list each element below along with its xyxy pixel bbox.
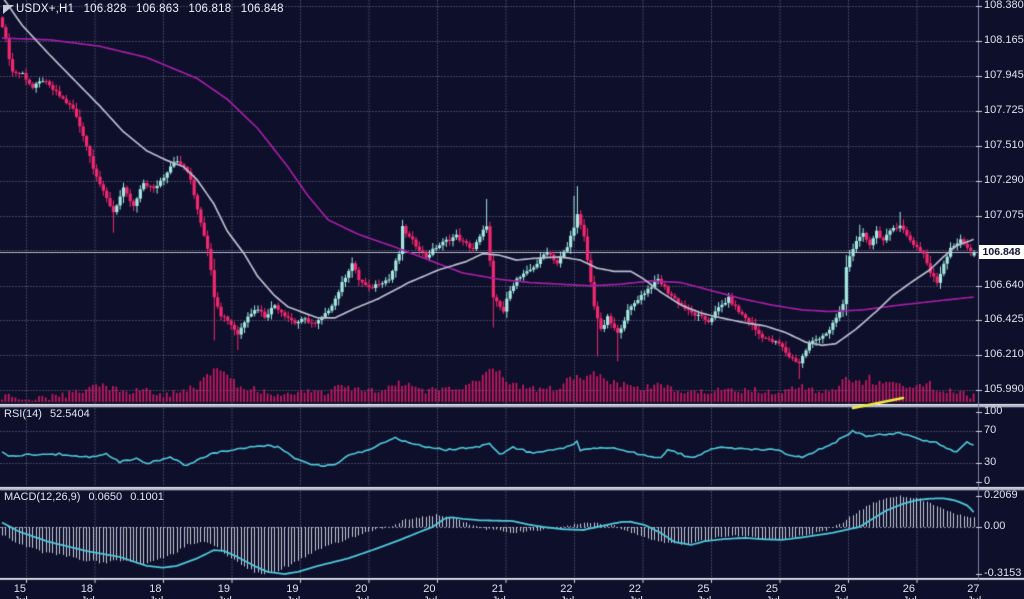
macd-main-value: 0.0650 [88,491,123,503]
price-tick-label: 107.290 [984,174,1024,186]
price-tick-label: 106.210 [984,348,1024,360]
rsi-indicator-label: RSI(14) 52.5404 [4,408,95,420]
macd-indicator-label: MACD(12,26,9) 0.0650 0.1001 [4,491,169,503]
price-tick-label: 107.510 [984,139,1024,151]
time-tick-label: 22 Jul 05:00 [560,583,574,599]
time-tick-label: 20 Jul 11:00 [355,583,369,599]
rsi-name: RSI(14) [4,408,42,420]
price-tick-label: 106.425 [984,313,1024,325]
rsi-tick-label: 30 [984,456,997,468]
time-tick-label: 19 Jul 20:00 [286,583,300,599]
time-tick-label: 15 Jul 2022 [13,583,28,599]
price-tick-label: 108.380 [984,0,1024,11]
ohlc-low-value: 106.818 [188,3,232,15]
current-price-badge: 106.848 [979,245,1024,259]
macd-tick-label: 0.00 [984,520,1006,532]
ohlc-open-value: 106.828 [83,3,127,15]
price-tick-label: 105.990 [984,383,1024,395]
time-tick-label: 26 Jul 21:00 [902,583,917,599]
rsi-tick-label: 70 [984,424,997,436]
symbol-timeframe-label: USDX+,H1 [16,3,75,15]
rsi-value: 52.5404 [49,408,90,420]
macd-tick-label: 0.2069 [984,489,1018,501]
price-tick-label: 107.725 [984,104,1024,116]
macd-name: MACD(12,26,9) [4,491,81,503]
price-tick-label: 106.640 [984,279,1024,291]
time-tick-label: 27 Jul 12:00 [967,583,981,599]
ohlc-close-value: 106.848 [240,3,284,15]
time-tick-label: 20 Jul 23:00 [423,583,437,599]
macd-signal-value: 0.1001 [130,491,164,503]
rsi-tick-label: 100 [984,405,1003,417]
time-tick-label: 22 Jul 17:00 [628,583,643,599]
time-tick-label: 18 Jul 17:00 [149,583,163,599]
time-tick-label: 25 Jul 18:00 [765,583,780,599]
macd-tick-label: -0.3153 [984,567,1022,579]
time-tick-label: 19 Jul 08:00 [217,583,232,599]
time-tick-label: 18 Jul 05:00 [80,583,95,599]
rsi-tick-label: 0 [984,475,991,487]
chart-shift-icon[interactable] [3,5,14,14]
price-tick-label: 108.165 [984,34,1024,46]
chart-title: USDX+,H1 106.828 106.863 106.818 106.848 [16,3,290,15]
price-tick-label: 107.075 [984,209,1024,221]
time-tick-label: 21 Jul 14:00 [491,583,506,599]
time-tick-label: 25 Jul 06:00 [697,583,711,599]
time-tick-label: 26 Jul 09:00 [834,583,848,599]
price-tick-label: 107.945 [984,69,1024,81]
ohlc-high-value: 106.863 [135,3,179,15]
